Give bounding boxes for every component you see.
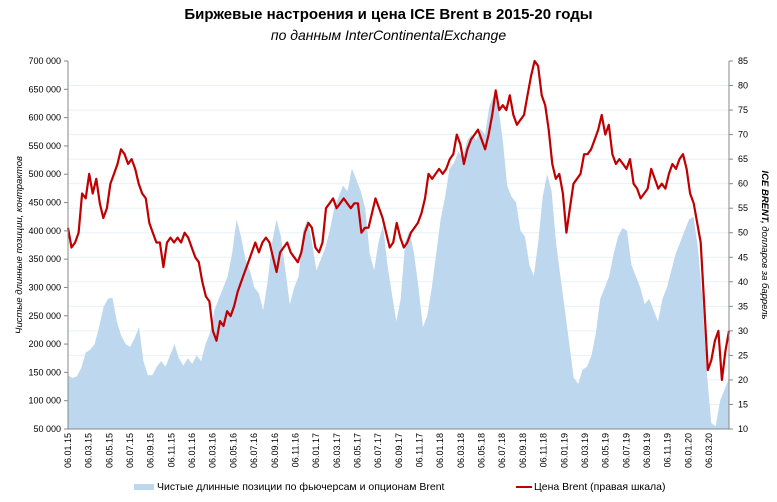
left-tick-label: 600 000 <box>28 113 61 123</box>
left-axis-ticks: 700 000 650 000 600 000 550 000 500 000 450 0… <box>28 56 68 434</box>
right-tick-label: 35 <box>738 301 748 311</box>
left-tick-label: 100 000 <box>28 396 61 406</box>
right-tick-label: 30 <box>738 326 748 336</box>
x-tick-label: 06.05.15 <box>104 433 114 468</box>
left-tick-label: 450 000 <box>28 198 61 208</box>
chart: 700 000 650 000 600 000 550 000 500 000 450 0… <box>14 56 770 468</box>
right-axis-title: ICE BRENT, долларов за баррель <box>759 170 770 319</box>
x-tick-label: 06.01.20 <box>683 433 693 468</box>
left-tick-label: 500 000 <box>28 169 61 179</box>
x-tick-label: 06.09.19 <box>642 433 652 468</box>
legend-swatch-line <box>516 486 532 488</box>
right-tick-label: 20 <box>738 375 748 385</box>
x-tick-label: 06.07.18 <box>497 433 507 468</box>
left-tick-label: 400 000 <box>28 226 61 236</box>
left-tick-label: 150 000 <box>28 367 61 377</box>
right-tick-label: 85 <box>738 56 748 66</box>
x-tick-label: 06.01.17 <box>311 433 321 468</box>
x-axis-ticks: 06.01.15 06.03.15 06.05.15 06.07.15 06.09.15… <box>63 433 714 468</box>
legend-swatch-area <box>134 484 154 490</box>
chart-title: Биржевые настроения и цена ICE Brent в 2… <box>184 6 593 23</box>
left-tick-label: 650 000 <box>28 84 61 94</box>
x-tick-label: 06.11.15 <box>166 433 176 467</box>
x-tick-label: 06.03.19 <box>580 433 590 468</box>
legend: Чистые длинные позиции по фьючерсам и оп… <box>0 481 777 497</box>
right-tick-label: 70 <box>738 130 748 140</box>
x-tick-label: 06.01.16 <box>187 433 197 468</box>
x-tick-label: 06.07.16 <box>249 433 259 468</box>
x-tick-label: 06.11.18 <box>539 433 549 467</box>
x-tick-label: 06.09.15 <box>146 433 156 468</box>
right-tick-label: 60 <box>738 179 748 189</box>
x-tick-label: 06.01.19 <box>559 433 569 468</box>
x-tick-label: 06.03.15 <box>84 433 94 468</box>
x-tick-label: 06.03.20 <box>704 433 714 468</box>
right-tick-label: 45 <box>738 252 748 262</box>
right-axis-title-bold: ICE BRENT, <box>759 170 770 223</box>
x-tick-label: 06.11.17 <box>415 433 425 467</box>
right-tick-label: 40 <box>738 277 748 287</box>
x-tick-label: 06.09.16 <box>270 433 280 468</box>
chart-subtitle: по данным InterContinentalExchange <box>270 27 507 43</box>
x-tick-label: 06.03.17 <box>332 433 342 468</box>
x-tick-label: 06.05.16 <box>228 433 238 468</box>
right-tick-label: 10 <box>738 424 748 434</box>
right-axis-title-rest: долларов за баррель <box>759 224 770 320</box>
legend-label-brent: Цена Brent (правая шкала) <box>534 481 666 493</box>
x-tick-label: 06.07.19 <box>621 433 631 468</box>
x-tick-label: 06.11.16 <box>290 433 300 467</box>
legend-item-brent: Цена Brent (правая шкала) <box>516 481 666 493</box>
left-axis-title: Чистые длинные позиции, контрактов <box>14 156 25 334</box>
right-tick-label: 25 <box>738 350 748 360</box>
left-tick-label: 250 000 <box>28 311 61 321</box>
right-tick-label: 55 <box>738 203 748 213</box>
left-tick-label: 700 000 <box>28 56 61 66</box>
right-axis-ticks: 85 80 75 70 65 60 55 50 45 40 35 30 25 20 15 10 <box>729 56 748 434</box>
x-tick-label: 06.09.17 <box>394 433 404 468</box>
left-tick-label: 300 000 <box>28 282 61 292</box>
right-tick-label: 65 <box>738 154 748 164</box>
x-tick-label: 06.01.15 <box>63 433 73 468</box>
legend-label-net-long: Чистые длинные позиции по фьючерсам и оп… <box>157 481 445 493</box>
net-long-positions-area <box>68 95 729 429</box>
brent-price-line <box>66 59 731 381</box>
x-tick-label: 06.03.18 <box>456 433 466 468</box>
legend-item-net-long: Чистые длинные позиции по фьючерсам и оп… <box>134 481 444 493</box>
left-tick-label: 200 000 <box>28 339 61 349</box>
x-tick-label: 06.09.18 <box>518 433 528 468</box>
right-tick-label: 75 <box>738 105 748 115</box>
x-tick-label: 06.11.19 <box>663 433 673 467</box>
left-tick-label: 550 000 <box>28 141 61 151</box>
left-tick-label: 50 000 <box>33 424 61 434</box>
x-tick-label: 06.07.17 <box>373 433 383 468</box>
x-tick-label: 06.05.19 <box>601 433 611 468</box>
x-tick-label: 06.07.15 <box>125 433 135 468</box>
right-tick-label: 50 <box>738 228 748 238</box>
x-tick-label: 06.05.17 <box>352 433 362 468</box>
right-tick-label: 15 <box>738 399 748 409</box>
x-tick-label: 06.05.18 <box>477 433 487 468</box>
left-tick-label: 350 000 <box>28 254 61 264</box>
x-tick-label: 06.01.18 <box>435 433 445 468</box>
right-tick-label: 80 <box>738 81 748 91</box>
x-tick-label: 06.03.16 <box>208 433 218 468</box>
